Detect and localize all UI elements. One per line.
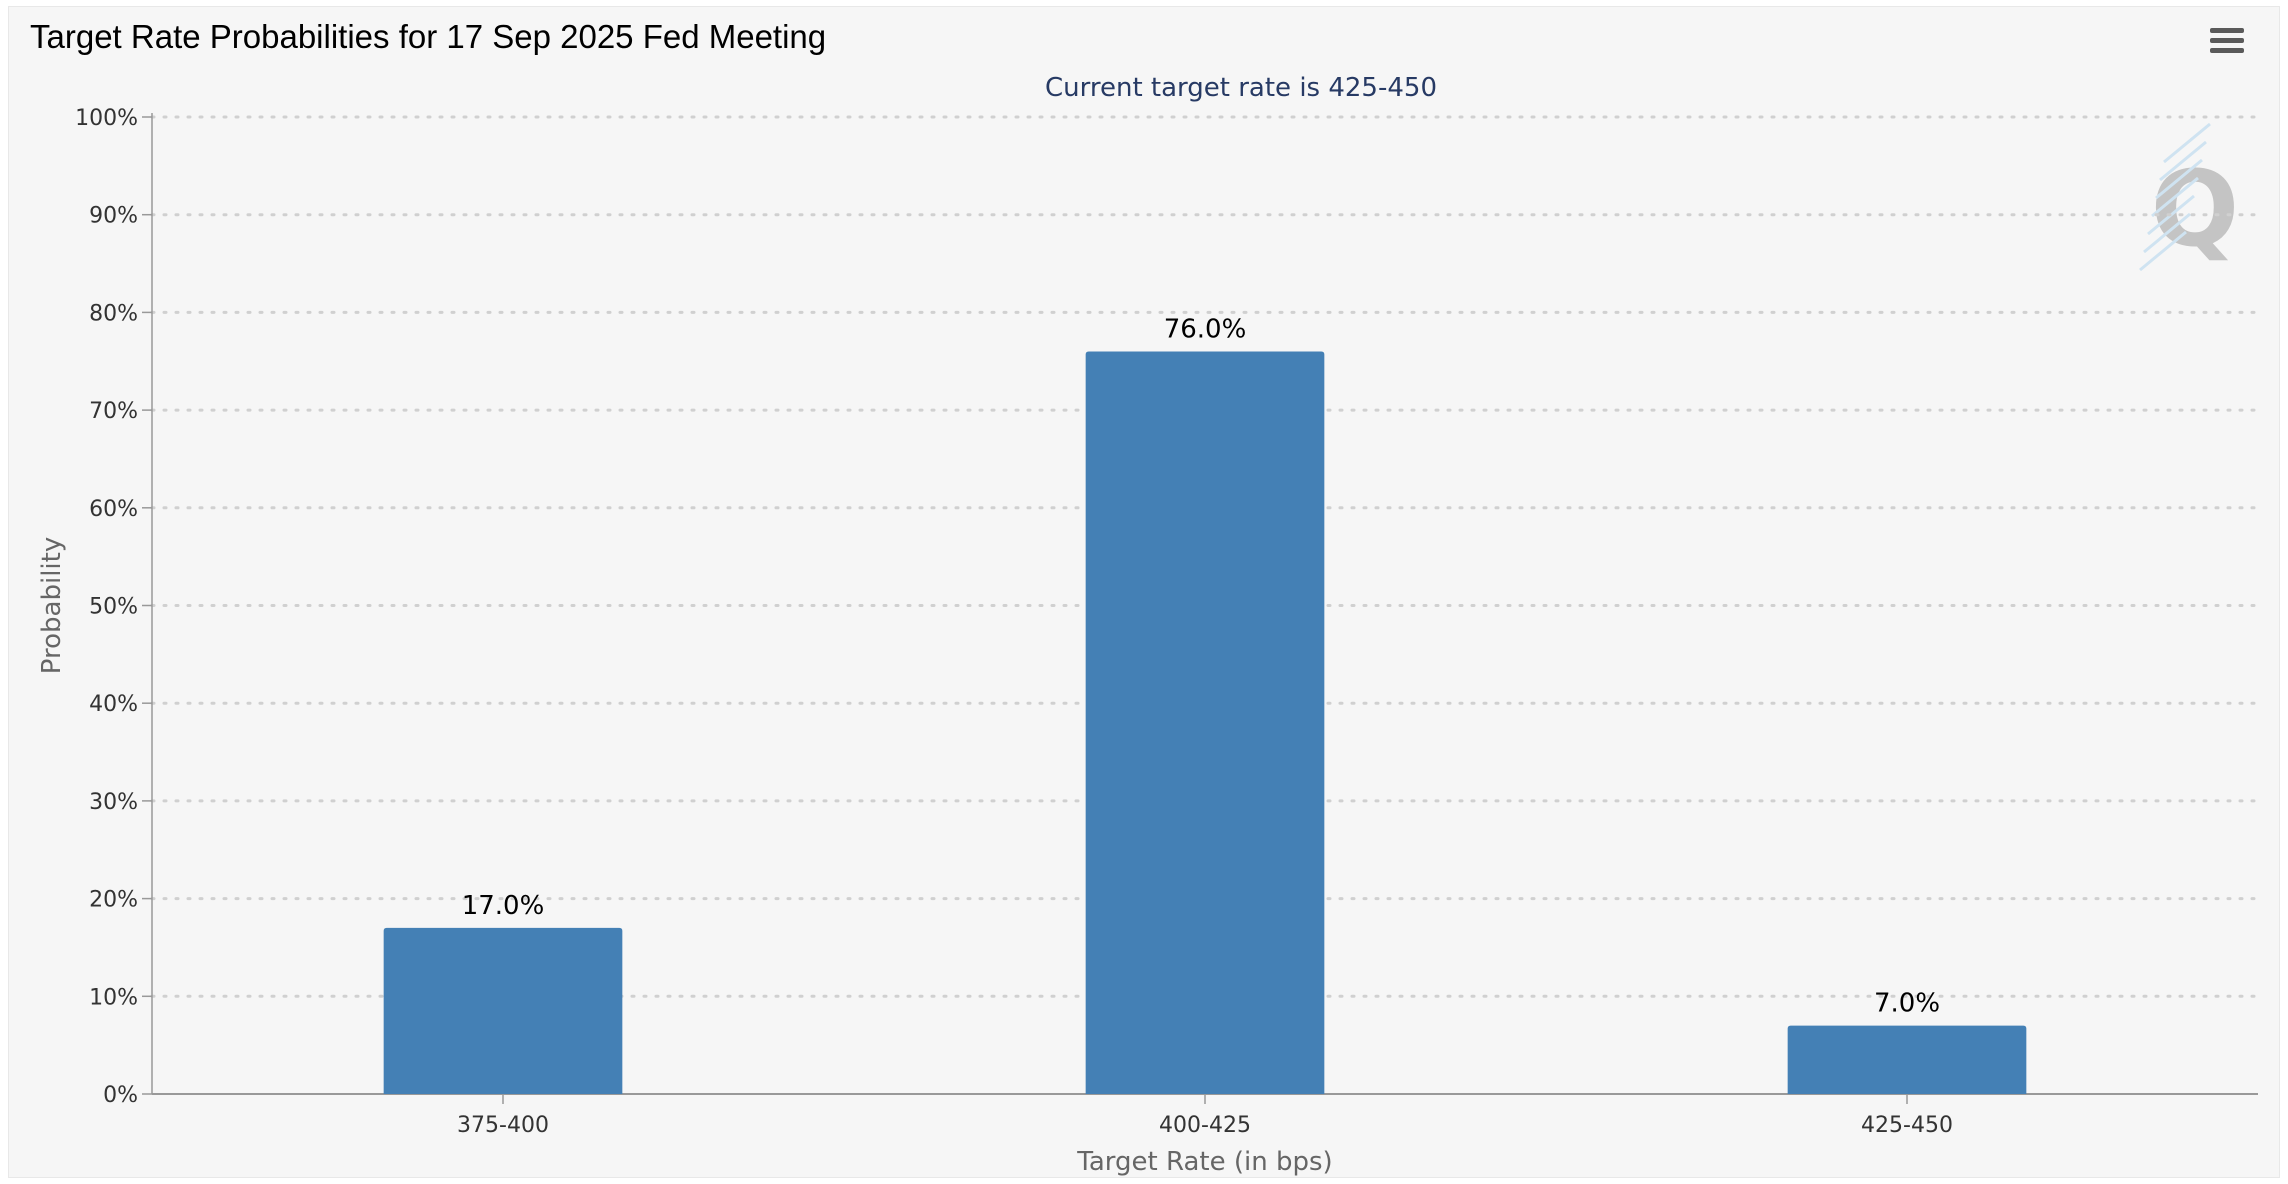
y-tick-label: 100% (75, 106, 138, 131)
y-tick-label: 30% (89, 790, 138, 815)
chart-bars (383, 351, 2027, 1095)
bar-425-450[interactable] (1787, 1025, 2027, 1094)
y-tick-label: 0% (103, 1083, 138, 1108)
bar-375-400[interactable] (383, 927, 623, 1094)
chart-gridlines (150, 115, 2260, 998)
bar-400-425[interactable] (1085, 351, 1325, 1095)
hamburger-menu-icon[interactable] (2210, 28, 2246, 60)
y-tick-label: 50% (89, 595, 138, 620)
y-tick-label: 10% (89, 985, 138, 1010)
bar-data-label: 7.0% (1874, 989, 1940, 1019)
bar-data-label: 17.0% (462, 891, 545, 921)
y-tick-label: 80% (89, 301, 138, 326)
chart-title: Target Rate Probabilities for 17 Sep 202… (30, 18, 827, 55)
bar-data-label: 76.0% (1164, 314, 1247, 344)
x-tick-label: 400-425 (1159, 1113, 1251, 1138)
watermark-stroke (2155, 158, 2203, 200)
y-tick-label: 20% (89, 888, 138, 913)
x-tick-label: 425-450 (1861, 1113, 1953, 1138)
quikstrike-logo-icon: Q (2139, 122, 2239, 272)
x-tick-label: 375-400 (457, 1113, 549, 1138)
watermark-stroke (2139, 230, 2187, 272)
watermark-stroke (2163, 122, 2211, 164)
watermark-stroke (2143, 212, 2191, 254)
y-axis-title: Probability (37, 537, 67, 674)
y-tick-label: 90% (89, 204, 138, 229)
y-tick-label: 70% (89, 399, 138, 424)
x-axis-title: Target Rate (in bps) (1076, 1147, 1332, 1177)
watermark-stroke (2151, 176, 2199, 218)
y-tick-label: 60% (89, 497, 138, 522)
chart-labels: 17.0% 76.0% 7.0% Current target rate is 425… (37, 73, 1940, 1177)
chart-subtitle: Current target rate is 425-450 (1045, 73, 1437, 103)
y-tick-label: 40% (89, 692, 138, 717)
watermark-stroke (2159, 140, 2207, 182)
